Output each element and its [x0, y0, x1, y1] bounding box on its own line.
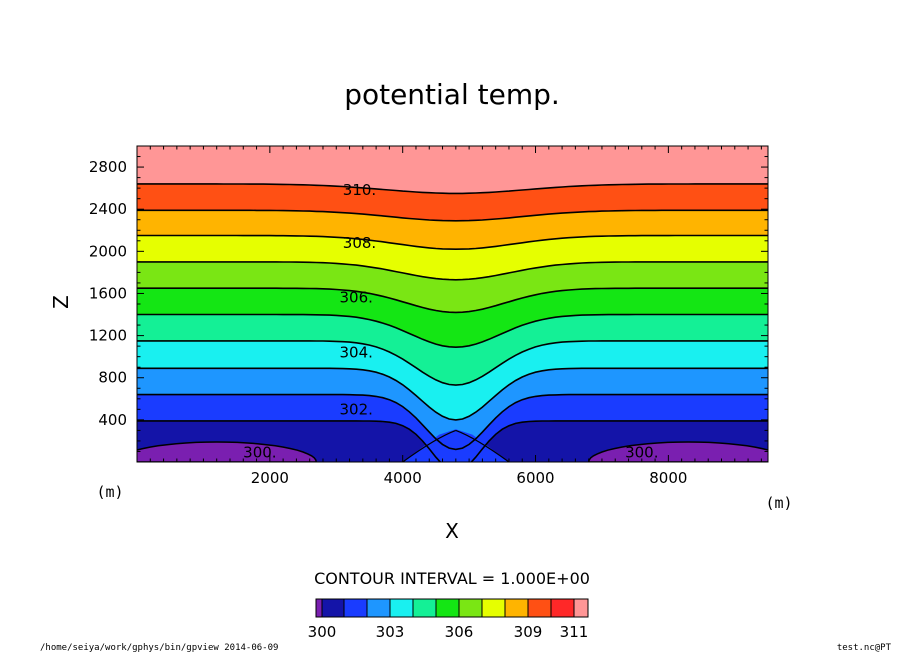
colorbar-label: 300 — [308, 623, 337, 641]
colorbar-label: 311 — [560, 623, 589, 641]
colorbar-cell-9 — [504, 598, 529, 618]
plot-area: 300. 300. 302. 304. 306. 308. 310. 2000 4000 6000… — [89, 145, 769, 487]
pool-300-0 — [137, 441, 318, 462]
colorbar-label: 303 — [376, 623, 405, 641]
contour-303 — [137, 367, 768, 421]
contour-label-2: 302. — [339, 400, 372, 418]
colorbar-cell-10 — [527, 598, 552, 618]
colorbar: 300 303 306 309 311 — [308, 598, 589, 641]
footer-left: /home/seiya/work/gphys/bin/gpview 2014-0… — [40, 643, 278, 653]
contour-301 — [137, 420, 768, 462]
y-tick-label: 800 — [98, 369, 127, 387]
colorbar-cell-6 — [435, 598, 460, 618]
chart-title: potential temp. — [344, 78, 560, 111]
contour-label-6: 310. — [343, 181, 376, 199]
x-tick-label: 2000 — [251, 469, 289, 487]
contour-label-4: 306. — [339, 289, 372, 307]
contour-306 — [137, 287, 768, 314]
colorbar-cell-7 — [458, 598, 483, 618]
wedge-edge-right — [455, 429, 510, 462]
valley-wedge — [402, 429, 509, 462]
filled-contours — [137, 146, 768, 462]
colorbar-cell-2 — [343, 598, 368, 618]
colorbar-cell-8 — [481, 598, 506, 618]
x-unit-left: (m) — [96, 483, 123, 501]
y-tick-label: 2800 — [89, 158, 127, 176]
x-unit-right: (m) — [765, 494, 792, 512]
x-tick-label: 8000 — [649, 469, 687, 487]
contour-305 — [137, 313, 768, 349]
contour-307 — [137, 261, 768, 281]
y-tick-label: 400 — [98, 411, 127, 429]
colorbar-cell-1 — [321, 598, 345, 618]
contour-310 — [137, 183, 768, 195]
contour-interval-text: CONTOUR INTERVAL = 1.000E+00 — [314, 569, 590, 588]
contour-lines — [137, 183, 768, 462]
contour-308 — [137, 234, 768, 251]
colorbar-cell-12 — [573, 598, 589, 618]
wedge-edge-left — [402, 429, 457, 462]
colorbar-label: 306 — [445, 623, 474, 641]
colorbar-cell-0 — [315, 598, 323, 618]
footer-right: test.nc@PT — [837, 643, 892, 653]
y-tick-label: 2400 — [89, 200, 127, 218]
pool-300-1 — [587, 441, 768, 462]
x-tick-label: 4000 — [384, 469, 422, 487]
axis-ticks — [136, 145, 768, 463]
contour-label-3: 304. — [339, 343, 372, 361]
contour-309 — [137, 209, 768, 222]
contour-label-1: 300. — [625, 444, 658, 462]
colorbar-cell-3 — [366, 598, 391, 618]
colorbar-cell-4 — [389, 598, 414, 618]
y-tick-label: 1600 — [89, 284, 127, 302]
contour-label-0: 300. — [243, 444, 276, 462]
colorbar-cell-11 — [550, 598, 575, 618]
x-axis-label: X — [445, 519, 459, 543]
y-tick-label: 2000 — [89, 242, 127, 260]
colorbar-label: 309 — [514, 623, 543, 641]
y-tick-label: 1200 — [89, 327, 127, 345]
contour-302 — [137, 393, 768, 451]
y-axis-label: Z — [49, 295, 73, 309]
contour-304 — [137, 340, 768, 386]
colorbar-cell-5 — [412, 598, 437, 618]
contour-label-5: 308. — [343, 234, 376, 252]
x-tick-label: 6000 — [516, 469, 554, 487]
